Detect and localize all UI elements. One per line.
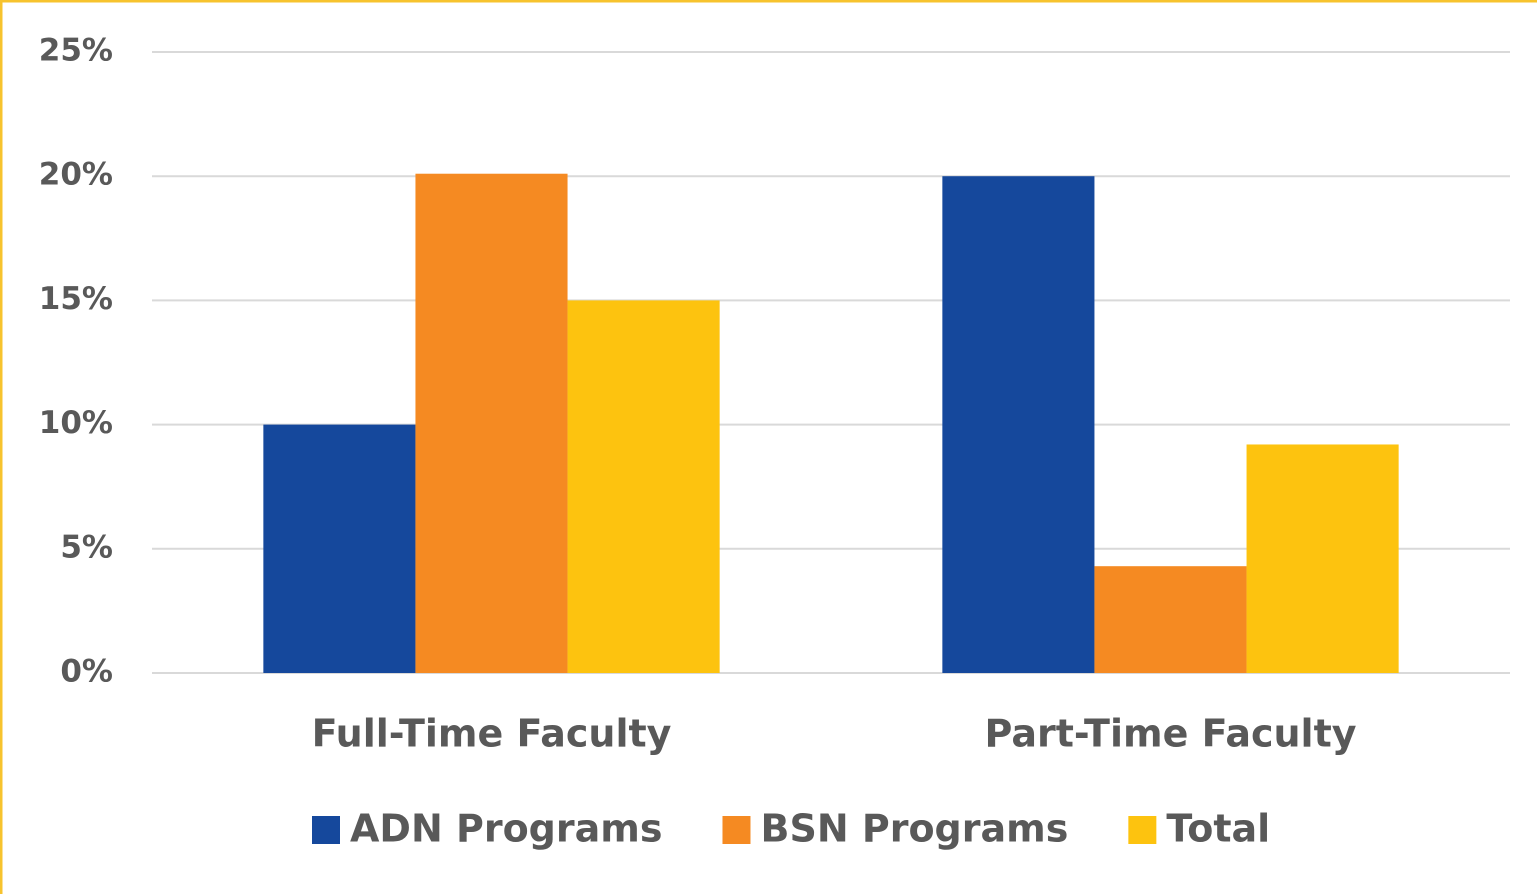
bar xyxy=(567,300,720,673)
legend-swatch xyxy=(722,816,751,844)
y-tick-label: 0% xyxy=(60,654,113,690)
bar xyxy=(263,424,416,673)
y-tick-label: 25% xyxy=(39,33,113,69)
bar xyxy=(415,173,568,673)
legend-label: BSN Programs xyxy=(760,807,1068,851)
legend-swatch xyxy=(1128,816,1157,844)
y-tick-label: 20% xyxy=(39,157,113,193)
legend-label: ADN Programs xyxy=(350,807,662,851)
legend-swatch xyxy=(312,816,340,844)
bar xyxy=(1094,566,1247,673)
y-tick-label: 10% xyxy=(39,405,113,441)
x-tick-label: Full-Time Faculty xyxy=(312,712,672,756)
bar xyxy=(1246,444,1399,673)
bar xyxy=(942,176,1095,673)
y-tick-label: 5% xyxy=(60,529,113,565)
x-tick-label: Part-Time Faculty xyxy=(984,712,1356,756)
y-tick-label: 15% xyxy=(39,281,113,317)
legend-label: Total xyxy=(1166,807,1270,851)
